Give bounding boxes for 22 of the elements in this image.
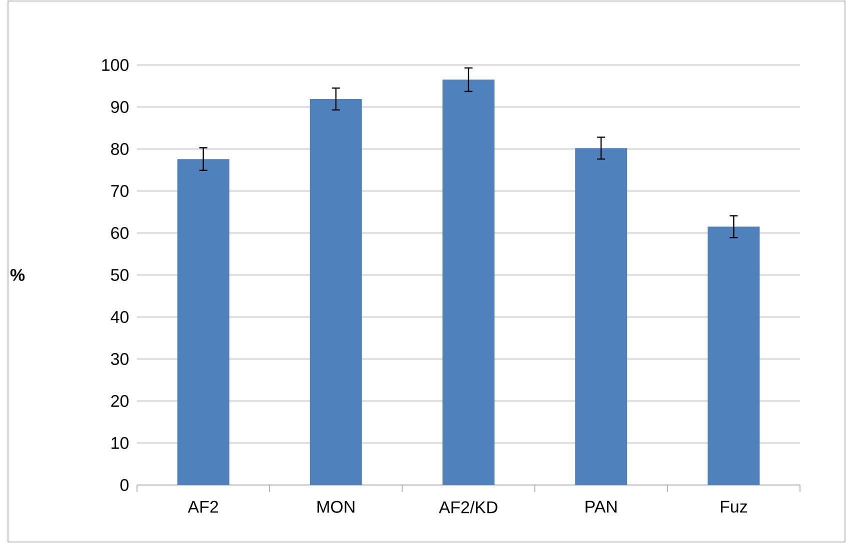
x-tick-label: MON xyxy=(318,500,354,513)
y-tick-label: 80 xyxy=(111,142,129,155)
y-tick-label: 50 xyxy=(110,268,129,281)
y-tick-label: 20 xyxy=(111,394,129,407)
x-tick-label: PAN xyxy=(586,500,617,512)
bar xyxy=(177,159,230,485)
y-tick-label: 100 xyxy=(102,58,129,71)
y-tick-label: 10 xyxy=(112,436,129,449)
x-tick-label: Fuz xyxy=(720,500,747,513)
x-tick-label: AF2/KD xyxy=(438,500,498,514)
bar xyxy=(708,226,760,485)
y-tick-label: 30 xyxy=(110,352,129,365)
bar xyxy=(575,148,628,485)
bar xyxy=(442,80,495,485)
x-tick-label: AF2 xyxy=(188,500,218,513)
y-tick-label: 90 xyxy=(111,100,129,113)
bar xyxy=(310,99,362,485)
y-tick-label: 40 xyxy=(110,310,129,323)
y-tick-label: 0 xyxy=(120,478,129,491)
y-tick-label: 70 xyxy=(111,184,129,197)
y-axis-title: % xyxy=(10,269,25,281)
y-tick-label: 60 xyxy=(111,226,129,239)
